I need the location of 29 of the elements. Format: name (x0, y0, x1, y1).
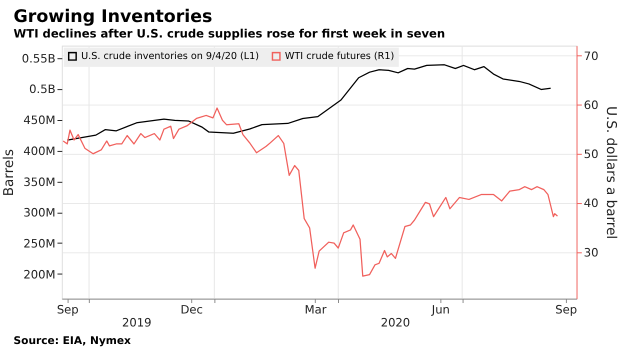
y-tick-label: 0.55B (22, 51, 56, 66)
x-tick-label: Sep (555, 302, 578, 317)
chart-title: Growing Inventories (14, 7, 212, 27)
x-tick-label: Mar (304, 302, 327, 317)
y2-tick-label: 50 (584, 147, 599, 162)
y-tick-label: 350M (23, 174, 56, 189)
y-tick-label: 200M (23, 267, 56, 282)
text: 2020 (380, 316, 410, 330)
y2-tick-label: 40 (584, 196, 599, 210)
legend-label: WTI crude futures (R1) (284, 51, 394, 62)
y-tick-label: 450M (23, 113, 56, 128)
y2-tick-label: 30 (584, 245, 599, 260)
chart-subtitle: WTI declines after U.S. crude supplies rose for first week in seven (14, 26, 446, 40)
y-tick-label: 0.5B (29, 82, 56, 96)
legend-label: U.S. crude inventories on 9/4/20 (L1) (81, 51, 260, 62)
y-tick-label: 250M (23, 236, 56, 250)
y-tick-label: 400M (23, 144, 56, 158)
y2-tick-label: 70 (584, 48, 599, 63)
x-tick-label: Sep (56, 302, 79, 317)
y-axis-title: Barrels (1, 149, 18, 196)
line-series (62, 107, 558, 277)
y2-axis-title: U.S. dollars a barrel (603, 106, 620, 240)
source-note: Source: EIA, Nymex (14, 334, 132, 348)
y-tick-label: 300M (23, 206, 56, 220)
line-series (66, 64, 552, 141)
y2-tick-label: 60 (584, 98, 599, 112)
x-tick-label: Jun (430, 302, 450, 317)
text: 2019 (122, 316, 152, 330)
x-tick-label: Dec (180, 302, 203, 317)
